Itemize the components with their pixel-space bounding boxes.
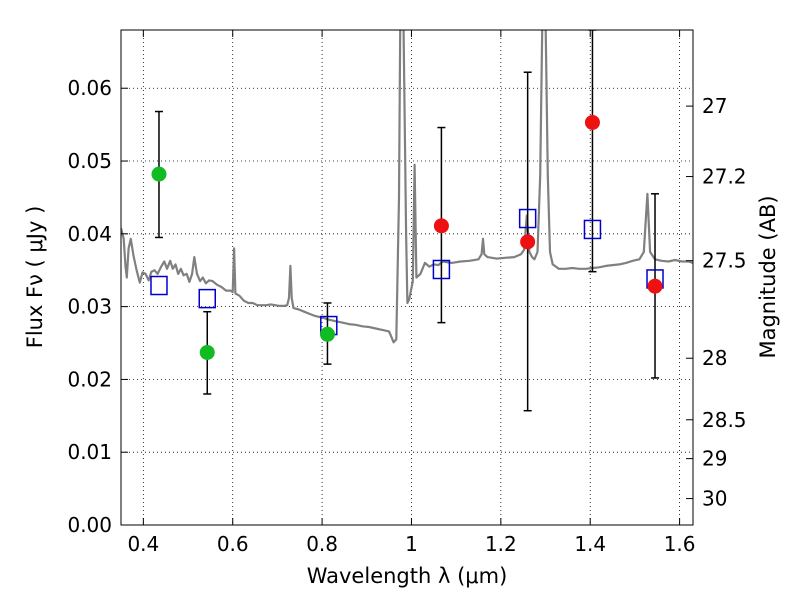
model-photometry-square — [432, 259, 451, 280]
observed-point-red — [520, 234, 536, 250]
x-tick-label: 0.8 — [306, 532, 338, 556]
model-photometry-square — [518, 208, 537, 229]
y-tick-label: 0.04 — [67, 222, 112, 246]
y-axis-label: Flux Fν ( μJy ) — [23, 206, 47, 349]
y-tick-label: 0.06 — [67, 76, 112, 100]
observed-point-red — [584, 114, 600, 130]
y-tick-label: 0.03 — [67, 295, 112, 319]
plot-frame — [120, 29, 694, 526]
y-tick-label: 0.02 — [67, 367, 112, 391]
x-tick-label: 1.6 — [664, 532, 696, 556]
model-photometry-square — [583, 219, 602, 240]
x-tick-label: 1 — [405, 532, 418, 556]
y2-tick-label: 30 — [702, 487, 727, 511]
y2-tick-label: 27.2 — [702, 165, 747, 189]
x-axis-label: Wavelength λ (μm) — [307, 564, 508, 588]
y2-axis-label: Magnitude (AB) — [756, 195, 780, 358]
observed-point-red — [647, 278, 663, 294]
model-spectrum-line — [121, 30, 693, 344]
x-tick-label: 1.4 — [574, 532, 606, 556]
y2-tick-label: 28 — [702, 346, 727, 370]
y2-axis-label-text: Magnitude (AB) — [756, 195, 780, 358]
ticks — [121, 30, 693, 526]
y-tick-label: 0.01 — [67, 440, 112, 464]
observed-point-green — [319, 326, 335, 342]
y2-tick-label: 27 — [702, 94, 727, 118]
y2-tick-label: 28.5 — [702, 408, 747, 432]
x-axis-label-text: Wavelength λ (μm) — [307, 564, 508, 588]
observed-point-red — [433, 218, 449, 234]
spectrum-layer — [121, 30, 693, 344]
model-photometry-square — [198, 288, 216, 309]
observed-point-green — [151, 166, 167, 182]
y2-tick-label: 27.5 — [702, 249, 747, 273]
tick-labels: 0.4 0.6 0.8 1 1.2 1.4 1.6 0.00 0.01 0.02 0.03 0.04 0… — [67, 76, 746, 556]
observed-point-green — [199, 344, 215, 360]
y-axis-label-text: Flux Fν ( μJy ) — [23, 206, 47, 349]
x-tick-label: 1.2 — [485, 532, 517, 556]
y-tick-label: 0.00 — [67, 513, 112, 537]
model-photometry-square — [150, 275, 168, 296]
y2-tick-label: 29 — [702, 447, 727, 471]
x-tick-label: 0.4 — [127, 532, 159, 556]
x-tick-label: 0.6 — [217, 532, 249, 556]
y-tick-label: 0.05 — [67, 149, 112, 173]
marker-layer — [150, 114, 664, 360]
